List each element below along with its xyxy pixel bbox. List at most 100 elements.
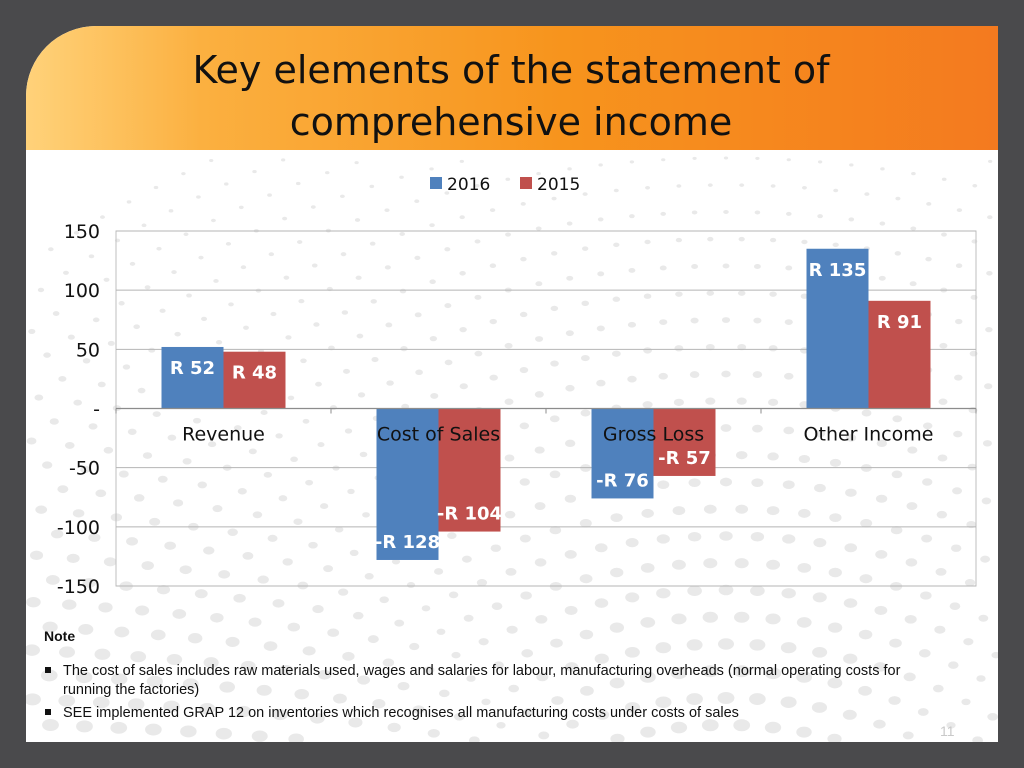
pattern-dot	[78, 624, 94, 635]
pattern-dot	[550, 305, 559, 312]
pattern-dot	[952, 487, 963, 495]
pattern-dot	[384, 208, 390, 213]
pattern-dot	[985, 326, 993, 333]
pattern-dot	[580, 354, 590, 362]
pattern-dot	[172, 499, 184, 507]
pattern-dot	[687, 531, 702, 542]
pattern-dot	[127, 428, 137, 435]
pattern-dot	[198, 255, 204, 260]
pattern-dot	[66, 553, 80, 564]
pattern-dot	[100, 215, 105, 219]
legend-swatch	[520, 177, 532, 189]
pattern-dot	[37, 287, 45, 293]
page-number: 11	[940, 723, 955, 739]
pattern-dot	[133, 494, 145, 502]
pattern-dot	[655, 696, 672, 708]
pattern-dot	[814, 429, 826, 438]
pattern-dot	[564, 494, 577, 503]
pattern-dot	[640, 562, 655, 573]
pattern-dot	[228, 302, 234, 307]
pattern-dot	[519, 366, 529, 374]
pattern-dot	[796, 671, 813, 683]
pattern-dot	[640, 726, 656, 738]
pattern-dot	[751, 478, 764, 487]
y-tick-label: 100	[64, 280, 100, 302]
pattern-dot	[248, 448, 257, 455]
pattern-dot	[164, 541, 176, 550]
pattern-dot	[362, 512, 370, 518]
pattern-dot	[263, 641, 278, 651]
pattern-dot	[907, 446, 918, 454]
pattern-dot	[141, 561, 154, 571]
pattern-dot	[187, 633, 203, 644]
pattern-dot	[159, 308, 166, 313]
pattern-dot	[152, 411, 161, 418]
pattern-dot	[660, 211, 667, 216]
pattern-dot	[579, 518, 592, 528]
pattern-dot	[26, 437, 37, 445]
pattern-dot	[875, 550, 888, 559]
pattern-dot	[209, 159, 214, 163]
pattern-dot	[551, 196, 557, 201]
pattern-dot	[489, 208, 496, 213]
pattern-dot	[297, 581, 309, 590]
note-item-text: SEE implemented GRAP 12 on inventories w…	[63, 705, 739, 721]
pattern-dot	[334, 526, 344, 533]
pattern-dot	[58, 694, 76, 707]
pattern-dot	[342, 651, 355, 661]
pattern-dot	[536, 672, 549, 682]
pattern-dot	[43, 352, 51, 358]
pattern-dot	[595, 709, 610, 720]
pattern-dot	[769, 237, 777, 243]
pattern-dot	[566, 275, 574, 281]
pattern-dot	[610, 513, 623, 522]
pattern-dot	[889, 638, 902, 648]
pattern-dot	[75, 671, 93, 684]
pattern-dot	[769, 291, 777, 297]
pattern-dot	[88, 423, 98, 430]
pattern-dot	[354, 218, 361, 222]
pattern-dot	[672, 506, 686, 516]
category-label: Revenue	[182, 424, 265, 446]
pattern-dot	[723, 210, 729, 214]
pattern-dot	[305, 479, 314, 486]
pattern-dot	[282, 216, 288, 221]
pattern-dot	[986, 270, 993, 276]
pattern-dot	[800, 293, 809, 299]
pattern-dot	[934, 625, 946, 634]
pattern-dot	[30, 550, 44, 561]
pattern-dot	[535, 336, 544, 342]
pattern-dot	[551, 696, 564, 705]
pattern-dot	[379, 596, 389, 604]
pattern-dot	[610, 567, 624, 578]
pattern-dot	[627, 321, 637, 328]
pattern-dot	[263, 471, 273, 478]
pattern-dot	[565, 662, 579, 672]
pattern-dot	[550, 360, 559, 367]
pattern-dot	[130, 651, 147, 663]
pattern-dot	[504, 510, 516, 519]
category-label: Gross Loss	[603, 424, 704, 446]
pattern-dot	[535, 281, 543, 287]
pattern-dot	[181, 172, 186, 176]
pattern-dot	[372, 699, 386, 709]
y-tick-label: 50	[76, 339, 100, 361]
legend-label: 2016	[447, 175, 490, 195]
pattern-dot	[26, 596, 41, 608]
pattern-dot	[833, 188, 839, 193]
pattern-dot	[272, 599, 285, 608]
pattern-dot	[534, 446, 545, 454]
pattern-dot	[215, 340, 223, 345]
pattern-dot	[738, 236, 745, 242]
pattern-dot	[397, 681, 410, 691]
pattern-dot	[658, 372, 668, 380]
pattern-dot	[939, 342, 948, 349]
bar-2015-cost-of-sales	[438, 408, 501, 532]
pattern-dot	[796, 617, 812, 628]
pattern-dot	[812, 646, 828, 658]
pattern-dot	[317, 669, 332, 680]
pattern-dot	[163, 700, 180, 713]
pattern-dot	[690, 317, 699, 324]
pattern-dot	[197, 481, 208, 489]
pattern-dot	[317, 442, 325, 448]
